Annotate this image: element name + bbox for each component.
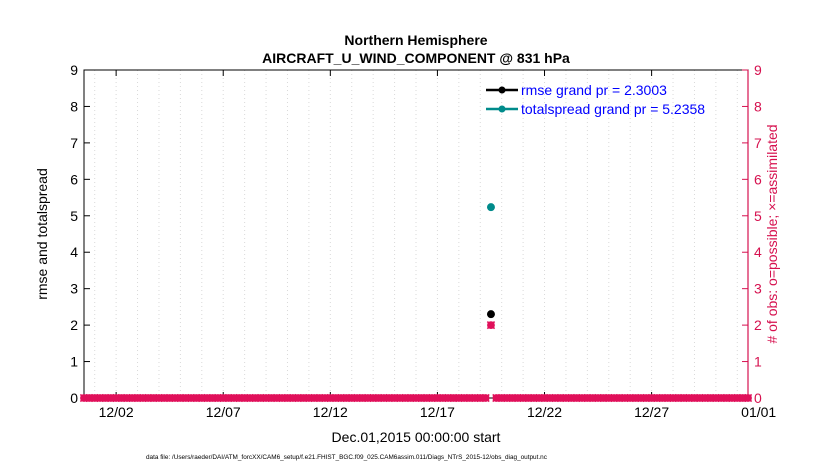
y-right-tick-label: 0	[754, 390, 762, 406]
y-left-tick-label: 7	[70, 135, 78, 151]
y-right-tick-label: 4	[754, 244, 762, 260]
chart-subtitle: AIRCRAFT_U_WIND_COMPONENT @ 831 hPa	[262, 50, 570, 66]
obs-count-layer	[79, 320, 753, 403]
x-tick-label: 12/22	[527, 404, 562, 420]
y-right-tick-label: 9	[754, 62, 762, 78]
y-axis-right: 0 1 2 3 4 5 6 7 8 9	[742, 62, 762, 406]
y-left-tick-label: 9	[70, 62, 78, 78]
x-tick-label: 12/07	[206, 404, 241, 420]
x-tick-label: 01/01	[741, 404, 776, 420]
y-axis-left-label: rmse and totalspread	[34, 168, 50, 300]
legend: rmse grand pr = 2.3003 totalspread grand…	[486, 82, 705, 117]
y-left-tick-label: 6	[70, 171, 78, 187]
x-tick-label: 12/17	[420, 404, 455, 420]
x-tick-label: 12/12	[313, 404, 348, 420]
y-right-tick-label: 5	[754, 208, 762, 224]
x-axis-label: Dec.01,2015 00:00:00 start	[332, 429, 501, 445]
y-right-tick-label: 1	[754, 354, 762, 370]
footnote: data file: /Users/raeder/DAI/ATM_forcXX/…	[146, 454, 548, 461]
legend-marker-totalspread	[498, 105, 506, 113]
chart-title: Northern Hemisphere	[344, 32, 487, 48]
y-right-tick-label: 7	[754, 135, 762, 151]
obs-assimilated-marker	[481, 393, 490, 403]
y-left-tick-label: 4	[70, 244, 78, 260]
obs-assimilated-marker	[743, 393, 753, 403]
y-right-tick-label: 8	[754, 98, 762, 114]
legend-label-rmse: rmse grand pr = 2.3003	[521, 82, 667, 98]
y-left-tick-label: 3	[70, 281, 78, 297]
obs-assimilated-marker	[486, 320, 496, 330]
x-tick-label: 12/27	[634, 404, 669, 420]
series-layer	[486, 203, 495, 319]
y-left-tick-label: 8	[70, 98, 78, 114]
y-left-tick-label: 5	[70, 208, 78, 224]
series-point-totalspread	[486, 203, 495, 212]
grid-layer	[94, 70, 738, 398]
y-axis-left: 0 1 2 3 4 5 6 7 8 9	[70, 62, 90, 406]
y-axis-right-label: # of obs: o=possible; ×=assimilated	[764, 124, 780, 343]
series-point-rmse	[486, 310, 495, 319]
y-left-tick-label: 1	[70, 354, 78, 370]
y-right-tick-label: 3	[754, 281, 762, 297]
y-right-tick-label: 2	[754, 317, 762, 333]
y-left-tick-label: 0	[70, 390, 78, 406]
y-left-tick-label: 2	[70, 317, 78, 333]
x-tick-label: 12/02	[99, 404, 134, 420]
legend-label-totalspread: totalspread grand pr = 5.2358	[521, 101, 705, 117]
y-right-tick-label: 6	[754, 171, 762, 187]
legend-marker-rmse	[498, 86, 506, 94]
